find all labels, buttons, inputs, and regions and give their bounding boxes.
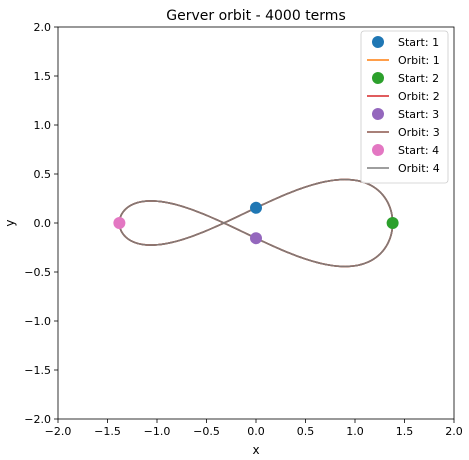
legend: Start: 1 Orbit: 1 Start: 2 Orbit: 2 Start: 3…	[360, 30, 449, 184]
y-axis: −2.0 −1.5 −1.0 −0.5 0.0 0.5 1.0 1.5 2.0	[24, 21, 58, 426]
start-marker	[113, 217, 126, 229]
y-tick-label: −0.5	[24, 266, 51, 279]
legend-label: Orbit: 2	[398, 90, 440, 103]
start-marker-layer	[113, 201, 399, 245]
x-tick-label: −0.5	[193, 425, 220, 438]
chart-title: Gerver orbit - 4000 terms	[166, 8, 345, 24]
y-tick-label: −2.0	[24, 413, 51, 426]
start-marker	[250, 232, 262, 245]
legend-marker	[372, 144, 384, 156]
y-tick-label: 2.0	[34, 21, 52, 34]
legend-marker	[372, 72, 384, 84]
x-axis-label: x	[252, 443, 259, 457]
y-tick-label: 0.5	[34, 168, 52, 181]
y-tick-label: 1.0	[34, 119, 52, 132]
y-tick-label: −1.5	[24, 364, 51, 377]
x-tick-label: 0.0	[247, 425, 265, 438]
legend-label: Start: 2	[398, 72, 439, 85]
legend-box	[360, 30, 449, 184]
legend-label: Start: 4	[398, 144, 439, 157]
x-tick-label: −2.0	[45, 425, 72, 438]
legend-marker	[372, 36, 384, 48]
legend-label: Orbit: 3	[398, 126, 440, 139]
y-tick-label: 0.0	[34, 217, 52, 230]
y-axis-label: y	[3, 219, 17, 226]
x-tick-label: 1.0	[346, 425, 364, 438]
y-tick-label: 1.5	[34, 70, 52, 83]
legend-label: Start: 3	[398, 108, 439, 121]
start-marker	[386, 217, 399, 229]
x-tick-label: −1.0	[144, 425, 171, 438]
legend-label: Orbit: 1	[398, 54, 440, 67]
x-tick-label: 2.0	[445, 425, 463, 438]
x-axis: −2.0 −1.5 −1.0 −0.5 0.0 0.5 1.0 1.5 2.0	[45, 419, 463, 438]
x-tick-label: 0.5	[297, 425, 315, 438]
legend-label: Start: 1	[398, 36, 439, 49]
x-tick-label: −1.5	[94, 425, 121, 438]
y-tick-label: −1.0	[24, 315, 51, 328]
x-tick-label: 1.5	[396, 425, 414, 438]
start-marker	[250, 201, 262, 214]
legend-marker	[372, 108, 384, 120]
legend-label: Orbit: 4	[398, 162, 440, 175]
